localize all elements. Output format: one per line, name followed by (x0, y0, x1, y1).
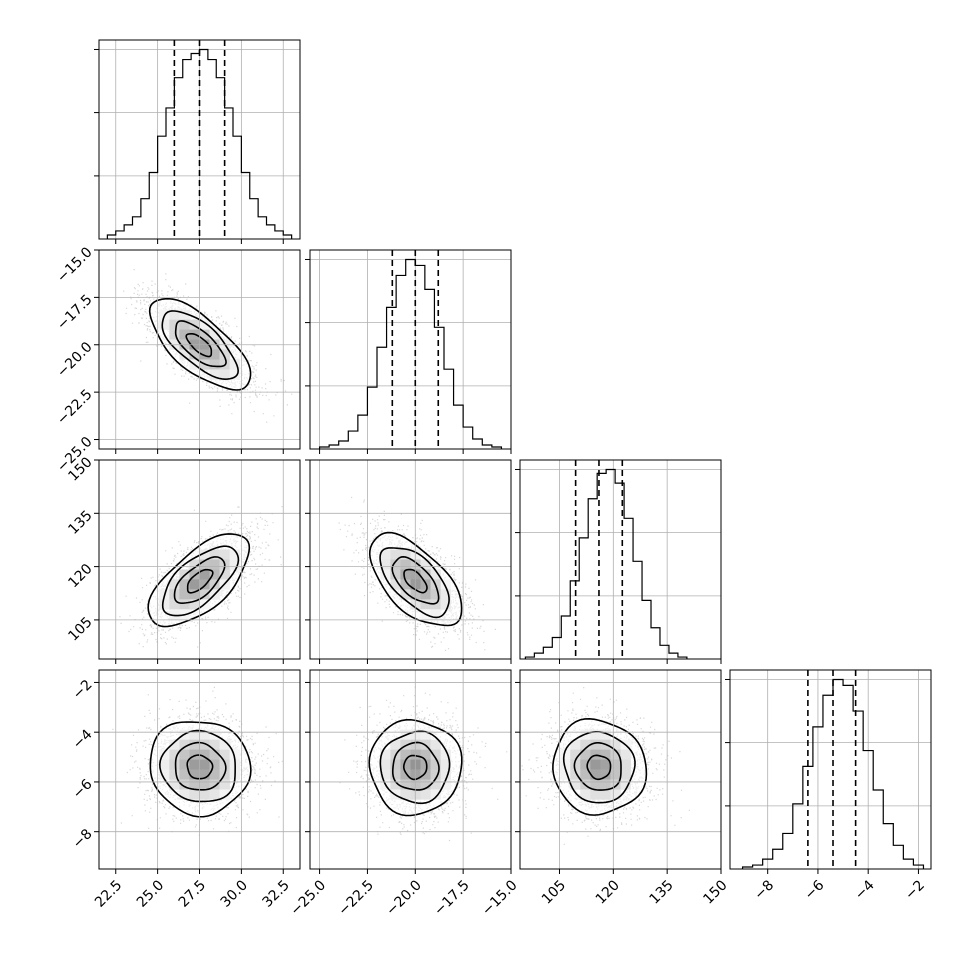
histogram-panel-1 (305, 249, 512, 454)
contour-line (148, 297, 252, 391)
panel-frame (98, 459, 301, 660)
contour-line (562, 730, 636, 804)
pair-panel-2-3 (515, 669, 722, 874)
contour-line (149, 721, 252, 818)
panel-frame (309, 459, 512, 660)
panel-frame (98, 249, 301, 450)
pair-panel-1-3 (305, 669, 512, 874)
contour-line (379, 547, 450, 619)
contour-line (186, 568, 214, 594)
histogram-panel-0 (94, 39, 301, 244)
pair-panel-0-1 (94, 249, 301, 454)
contour-line (586, 754, 612, 781)
contour-line (552, 717, 648, 816)
contour-fill (148, 533, 250, 627)
contour-line (391, 555, 440, 605)
histogram-step (318, 258, 503, 449)
pair-panel-0-2 (94, 459, 301, 664)
histogram-step (741, 678, 925, 869)
contour-line (173, 556, 226, 604)
panel-frame (98, 669, 301, 870)
contour-line (403, 568, 428, 594)
histogram-panel-2 (515, 459, 722, 664)
histogram-step (524, 468, 688, 659)
contour-line (161, 310, 239, 380)
contour-line (174, 320, 227, 368)
panel-frame (309, 669, 512, 870)
contour-line (185, 332, 213, 358)
panel-frame (729, 669, 932, 870)
contour-line (186, 754, 214, 780)
panel-frame (98, 39, 301, 240)
panels (94, 39, 932, 874)
contour-line (573, 742, 622, 791)
histogram-panel-3 (725, 669, 932, 874)
panel-frame (519, 669, 722, 870)
contour-line (159, 729, 236, 803)
contour-line (161, 545, 240, 617)
panel-frame (309, 249, 512, 450)
panel-frame (519, 459, 722, 660)
contour-line (147, 533, 251, 628)
pair-panel-0-3 (94, 669, 301, 874)
pair-panel-1-2 (305, 459, 512, 664)
contour-line (174, 741, 227, 791)
